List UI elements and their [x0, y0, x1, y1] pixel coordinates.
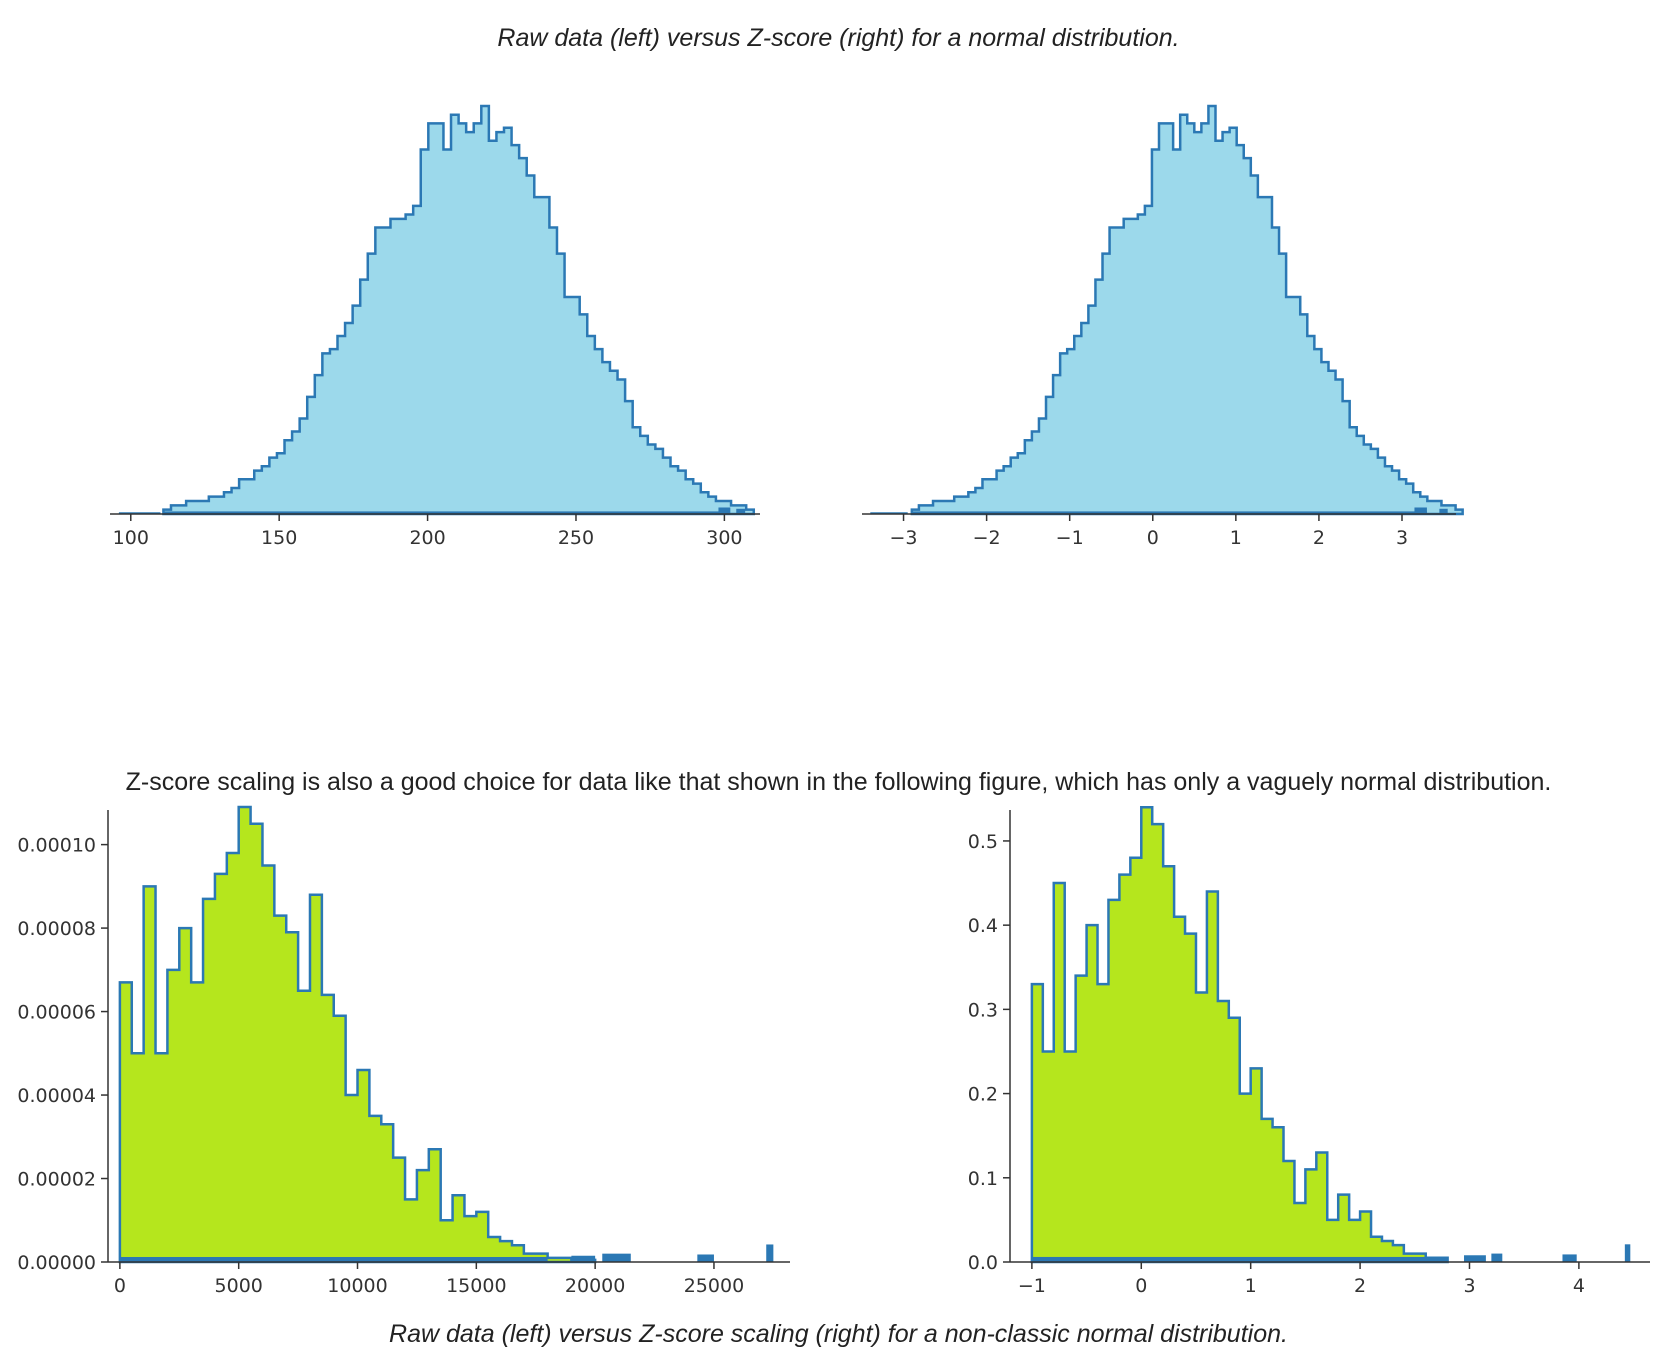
y-tick-label: 0.00008 — [17, 918, 96, 940]
y-tick-label: 0.00000 — [17, 1252, 96, 1274]
x-tick-label: 25000 — [684, 1275, 744, 1297]
y-tick-label: 0.4 — [968, 915, 998, 937]
x-tick-label: 20000 — [565, 1275, 625, 1297]
x-tick-label: 100 — [113, 527, 149, 549]
rug-mark — [1031, 1256, 1448, 1262]
y-tick-label: 0.5 — [968, 831, 998, 853]
x-tick-label: −2 — [973, 527, 1001, 549]
rug-mark — [766, 1244, 774, 1262]
x-tick-label: −1 — [1018, 1275, 1046, 1297]
histogram-bars — [162, 104, 756, 516]
rug-mark — [1439, 508, 1448, 514]
rug-mark — [1624, 1244, 1631, 1262]
x-tick-label: 4 — [1573, 1275, 1585, 1297]
caption-top: Raw data (left) versus Z-score (right) f… — [497, 24, 1180, 52]
rug-mark — [736, 508, 746, 514]
y-tick-label: 0.3 — [968, 999, 998, 1021]
y-tick-label: 0.2 — [968, 1084, 998, 1106]
x-tick-label: −3 — [890, 527, 918, 549]
y-tick-label: 0.1 — [968, 1168, 998, 1190]
x-tick-label: 2 — [1354, 1275, 1366, 1297]
y-tick-label: 0.00002 — [17, 1169, 96, 1191]
rug-mark — [911, 511, 1427, 514]
rug-mark — [1414, 507, 1427, 514]
x-tick-label: 0 — [114, 1275, 126, 1297]
x-tick-label: 15000 — [446, 1275, 506, 1297]
x-tick-label: 10000 — [327, 1275, 387, 1297]
rug-mark — [1491, 1253, 1503, 1262]
rug-mark — [602, 1253, 631, 1262]
histogram-bars — [910, 104, 1464, 516]
y-tick-label: 0.0 — [968, 1252, 998, 1274]
x-tick-label: 150 — [261, 527, 297, 549]
y-tick-label: 0.00006 — [17, 1002, 96, 1024]
rug-mark — [697, 1254, 714, 1262]
x-tick-label: 3 — [1463, 1275, 1475, 1297]
rug-mark — [1562, 1254, 1577, 1262]
rug-mark — [718, 507, 731, 514]
y-tick-label: 0.00010 — [17, 835, 96, 857]
rug-mark — [119, 1256, 548, 1262]
x-tick-label: 0 — [1147, 527, 1159, 549]
histogram-raw-skewed: 0 5000 10000 15000 20000 25000 0.00000 0.00002 0… — [17, 805, 790, 1297]
histogram-bars — [118, 805, 597, 1264]
x-tick-label: 0 — [1135, 1275, 1147, 1297]
x-tick-label: 250 — [558, 527, 594, 549]
x-tick-label: 1 — [1245, 1275, 1257, 1297]
caption-bottom: Raw data (left) versus Z-score scaling (… — [389, 1320, 1288, 1348]
x-tick-label: 3 — [1396, 527, 1408, 549]
histogram-bars — [1030, 806, 1449, 1264]
rug-mark — [1464, 1255, 1486, 1262]
rug-mark — [163, 511, 725, 514]
caption-middle: Z-score scaling is also a good choice fo… — [125, 768, 1552, 796]
x-tick-label: 1 — [1230, 527, 1242, 549]
x-tick-label: −1 — [1056, 527, 1084, 549]
x-tick-label: 2 — [1313, 527, 1325, 549]
x-tick-label: 5000 — [215, 1275, 263, 1297]
histogram-zscore-normal: −3 −2 −1 0 1 2 3 — [862, 104, 1464, 549]
histogram-zscore-skewed: −1 0 1 2 3 4 0.0 0.1 0.2 0.3 0.4 0.5 — [968, 806, 1650, 1297]
y-tick-label: 0.00004 — [17, 1085, 96, 1107]
rug-mark — [571, 1255, 596, 1262]
histogram-raw-normal: 100 150 200 250 300 — [110, 104, 760, 549]
x-tick-label: 200 — [409, 527, 445, 549]
x-tick-label: 300 — [706, 527, 742, 549]
